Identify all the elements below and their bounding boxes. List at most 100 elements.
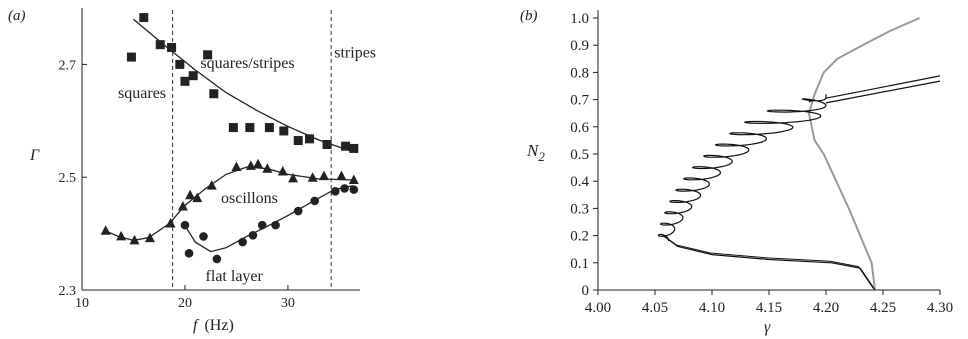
triangle-marker [262, 163, 273, 173]
x-tick-label: 30 [281, 296, 295, 311]
x-tick-label: 10 [75, 296, 89, 311]
circle-marker [310, 196, 319, 206]
circle-marker [330, 187, 340, 196]
triangle-marker [206, 180, 217, 190]
y-tick-label: 0.8 [570, 65, 589, 81]
x-tick-label: 4.05 [642, 300, 668, 316]
y-tick-label: 0.3 [570, 201, 589, 217]
y-tick-label: 1.0 [570, 11, 589, 27]
snaking-branch-end [825, 75, 941, 99]
square-marker [126, 52, 136, 62]
region-label-stripes: stripes [334, 45, 376, 62]
square-marker [139, 13, 149, 23]
square-marker [341, 141, 351, 151]
y-tick-label: 0.2 [570, 229, 589, 245]
y-tick-label: 0.1 [570, 256, 589, 272]
square-marker [245, 123, 255, 133]
y-tick-label: 0.7 [570, 93, 589, 109]
square-fit-curve [133, 18, 354, 153]
x-tick-label: 4.15 [756, 300, 782, 316]
triangle-marker [277, 166, 288, 176]
panel-b: (b) 4.00 4.05 4.10 4.15 4.20 4.25 4.30 0 0.1 0.2 0… [520, 8, 953, 336]
y-tick-label: 0.5 [570, 147, 589, 163]
circle-marker [271, 220, 280, 230]
square-marker [188, 71, 198, 81]
triangle-marker [144, 232, 155, 243]
circle-fit-curve [182, 185, 353, 253]
snaking-lower-branch [662, 235, 876, 291]
y-tick-label: 0.6 [570, 120, 589, 136]
snaking-branch [657, 94, 827, 242]
circle-marker [340, 184, 349, 193]
circle-marker [248, 230, 258, 240]
x-tick-label: 4.30 [927, 300, 953, 316]
square-marker [209, 89, 219, 99]
x-tick-label: 4.10 [699, 300, 725, 316]
panel-a-label: (a) [8, 8, 26, 24]
triangle-marker [245, 160, 256, 170]
square-marker [322, 139, 332, 149]
square-marker [155, 40, 165, 50]
circle-marker [238, 237, 247, 247]
triangle-marker [253, 158, 264, 169]
triangle-marker [129, 234, 140, 245]
circle-marker [293, 206, 303, 216]
triangle-marker [336, 170, 347, 181]
panel-b-y-label-main: N [526, 141, 540, 160]
y-tick-label: 2.5 [59, 171, 77, 186]
region-label-squares: squares [118, 85, 166, 102]
square-marker [305, 134, 315, 144]
triangle-marker [231, 161, 242, 172]
x-tick-label: 4.00 [585, 300, 611, 316]
triangle-marker [192, 192, 203, 203]
x-tick-label: 4.20 [813, 300, 839, 316]
square-marker [279, 126, 289, 136]
triangle-marker [165, 217, 176, 228]
panel-a-y-label: Γ [29, 147, 40, 164]
square-marker [167, 42, 177, 52]
circle-marker [212, 254, 222, 264]
panel-a-x-unit: (Hz) [204, 317, 233, 334]
x-tick-label: 4.25 [870, 300, 896, 316]
y-tick-label: 2.3 [59, 284, 77, 299]
circle-marker [349, 185, 359, 194]
square-marker [264, 123, 274, 133]
triangle-marker [348, 174, 359, 185]
panel-b-y-label: N2 [526, 141, 545, 164]
square-marker [180, 76, 190, 86]
square-marker [293, 136, 303, 146]
region-label-squares-stripes: squares/stripes [200, 55, 294, 72]
panel-a-x-var: f [193, 317, 200, 334]
circle-marker [257, 220, 267, 230]
square-marker [175, 59, 185, 69]
triangle-marker [177, 201, 188, 211]
panel-b-y-label-sub: 2 [538, 149, 545, 164]
square-marker [349, 143, 359, 153]
circle-marker [184, 249, 194, 258]
y-tick-label: 0 [582, 283, 590, 299]
triangle-marker [288, 172, 299, 183]
y-tick-label: 0.4 [570, 174, 589, 190]
square-marker [203, 50, 213, 60]
circle-marker [199, 232, 208, 241]
snaking-branch-end [808, 99, 815, 103]
square-marker [228, 123, 238, 133]
x-tick-label: 20 [178, 296, 192, 311]
region-label-flat-layer: flat layer [206, 268, 264, 285]
region-label-oscillons: oscillons [221, 190, 278, 207]
triangle-marker [100, 225, 111, 235]
y-tick-label: 0.9 [570, 38, 589, 54]
panel-b-label: (b) [520, 8, 538, 24]
triangle-marker [318, 170, 329, 181]
snaking-lower-branch-secondary [661, 233, 874, 289]
panel-a: (a) 10 20 30 2.3 2.5 2.7 squares squares/strip… [8, 8, 376, 334]
panel-b-x-label: γ [764, 319, 771, 336]
y-tick-label: 2.7 [59, 58, 77, 73]
triangle-marker [116, 230, 127, 241]
grey-branch [807, 17, 920, 291]
triangle-marker [185, 189, 196, 200]
snaking-branch-end [825, 80, 941, 104]
circle-marker [180, 220, 190, 230]
panel-a-x-label: f (Hz) [193, 317, 234, 334]
